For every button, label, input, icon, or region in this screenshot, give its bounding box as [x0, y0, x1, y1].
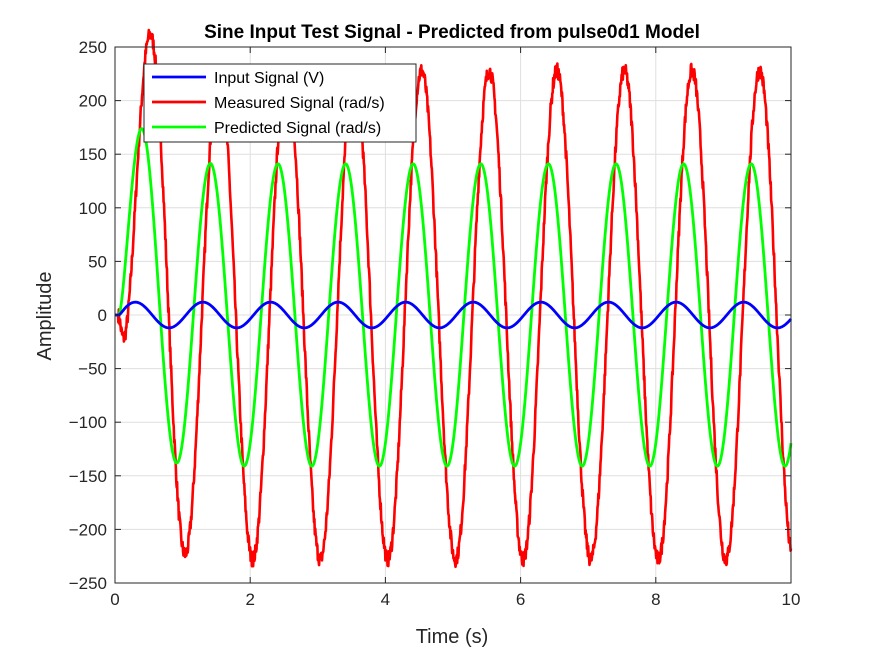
chart-title: Sine Input Test Signal - Predicted from …	[204, 22, 700, 43]
legend-label-0: Input Signal (V)	[214, 70, 324, 87]
y-tick-label-6: 50	[88, 252, 107, 271]
x-tick-label-2: 4	[381, 590, 390, 609]
legend-label-1: Measured Signal (rad/s)	[214, 95, 385, 112]
x-tick-label-5: 10	[782, 590, 801, 609]
x-axis-label: Time (s)	[416, 626, 489, 648]
legend: Input Signal (V) Measured Signal (rad/s) P…	[143, 63, 417, 143]
series-line-2	[114, 127, 793, 468]
series-line-1	[114, 28, 793, 569]
y-tick-label-1: −200	[69, 520, 107, 539]
legend-label-2: Predicted Signal (rad/s)	[214, 120, 381, 137]
y-tick-label-7: 100	[79, 199, 107, 218]
y-tick-label-4: −50	[78, 360, 107, 379]
y-tick-label-9: 200	[79, 92, 107, 111]
series-layer	[114, 28, 793, 569]
series-line-0	[114, 300, 793, 330]
y-tick-label-10: 250	[79, 38, 107, 57]
y-tick-label-2: −150	[69, 467, 107, 486]
y-tick-label-0: −250	[69, 574, 107, 593]
axis-ticks: 0 2 4 6 8 10 −250 −200 −150 −100 −50 0 50 100 150 200 25…	[69, 38, 801, 609]
y-tick-label-8: 150	[79, 145, 107, 164]
y-tick-label-3: −100	[69, 413, 107, 432]
x-tick-label-1: 2	[245, 590, 254, 609]
y-axis-label: Amplitude	[34, 272, 56, 361]
x-tick-label-0: 0	[110, 590, 119, 609]
x-tick-label-4: 8	[651, 590, 660, 609]
x-tick-label-3: 6	[516, 590, 525, 609]
y-tick-label-5: 0	[98, 306, 107, 325]
